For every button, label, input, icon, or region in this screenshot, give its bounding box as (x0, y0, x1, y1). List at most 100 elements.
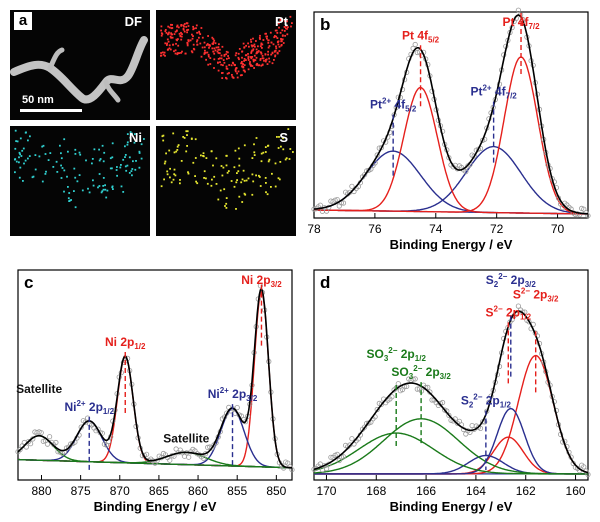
map-dot (167, 48, 170, 51)
map-dot (176, 53, 179, 56)
map-dot (249, 65, 252, 67)
map-dot (237, 170, 240, 173)
map-dot (247, 68, 250, 71)
map-dot (173, 50, 175, 53)
map-dot (206, 51, 209, 54)
map-dot (179, 182, 181, 185)
map-dot (271, 172, 273, 175)
map-dot (225, 197, 228, 199)
data-point (167, 457, 173, 463)
data-point (186, 454, 192, 460)
data-point (40, 438, 46, 444)
map-dot (283, 30, 286, 32)
map-dot (257, 45, 259, 48)
map-dot (140, 143, 143, 146)
map-tile-pt: Pt (156, 10, 296, 120)
map-dot (67, 150, 69, 153)
map-dot (221, 77, 224, 79)
map-label-pt: Pt (275, 14, 288, 29)
map-dot (264, 177, 267, 179)
map-dot (196, 182, 199, 185)
map-dot (190, 137, 193, 140)
map-dot (260, 43, 263, 46)
map-dot (63, 138, 66, 141)
s-dots (160, 128, 294, 210)
map-dot (217, 61, 219, 64)
map-dot (91, 158, 94, 160)
data-point (480, 419, 486, 425)
data-point (53, 439, 59, 446)
map-dot (274, 29, 277, 32)
map-dot (219, 57, 221, 60)
map-dot (277, 43, 280, 46)
map-dot (211, 36, 214, 39)
map-dot (240, 62, 242, 65)
map-dot (217, 46, 220, 49)
map-dot (240, 181, 243, 184)
map-dot (250, 50, 253, 53)
data-point (560, 205, 566, 211)
map-dot (282, 137, 284, 140)
map-dot (176, 24, 179, 27)
map-dot (192, 28, 195, 31)
map-dot (34, 154, 37, 156)
map-dot (242, 169, 245, 172)
map-dot (16, 140, 19, 143)
map-dot (278, 26, 280, 29)
map-dot (247, 42, 249, 45)
map-dot (203, 46, 206, 49)
map-dot (242, 42, 245, 45)
map-dot (264, 60, 267, 63)
map-dot (28, 155, 31, 157)
map-dot (266, 37, 268, 40)
map-dot (277, 147, 280, 149)
map-dot (255, 40, 257, 42)
map-dot (191, 33, 193, 36)
map-dot (185, 150, 188, 153)
map-dot (268, 158, 271, 161)
map-dot (251, 173, 254, 176)
map-dot (267, 160, 270, 163)
map-dot (183, 23, 186, 25)
data-point (395, 381, 401, 387)
map-dot (242, 63, 244, 66)
map-dot (168, 44, 171, 47)
map-dot (260, 51, 263, 54)
map-label-df: DF (124, 14, 142, 29)
map-dot (241, 201, 244, 203)
map-dot (88, 191, 91, 194)
peak-label: SO32− 2p1/2 (367, 346, 427, 363)
map-dot (67, 197, 70, 200)
map-dot (259, 38, 261, 40)
map-dot (232, 62, 234, 64)
plot-frame (313, 11, 589, 219)
map-dot (233, 63, 236, 66)
data-point (349, 183, 355, 189)
map-dot (259, 34, 261, 37)
x-tick-label: 74 (429, 222, 443, 236)
map-dot (270, 41, 273, 44)
map-dot (262, 151, 265, 154)
ni-dots (14, 129, 145, 209)
x-tick-label: 860 (188, 484, 208, 498)
map-dot (289, 15, 292, 18)
map-dot (260, 42, 263, 45)
map-dot (247, 57, 250, 60)
map-dot (221, 45, 224, 48)
data-point (323, 466, 330, 472)
map-dot (217, 48, 220, 51)
map-dot (243, 192, 246, 195)
plot-frame (17, 269, 293, 481)
map-dot (166, 42, 168, 45)
map-dot (208, 46, 210, 49)
map-dot (182, 24, 185, 27)
map-dot (213, 52, 216, 55)
map-dot (267, 42, 270, 44)
map-dot (254, 45, 256, 48)
map-dot (232, 76, 235, 79)
map-dot (247, 55, 250, 58)
data-point (412, 376, 418, 382)
map-dot (287, 128, 290, 130)
x-tick-label: 168 (366, 484, 386, 498)
map-dot (219, 48, 221, 51)
